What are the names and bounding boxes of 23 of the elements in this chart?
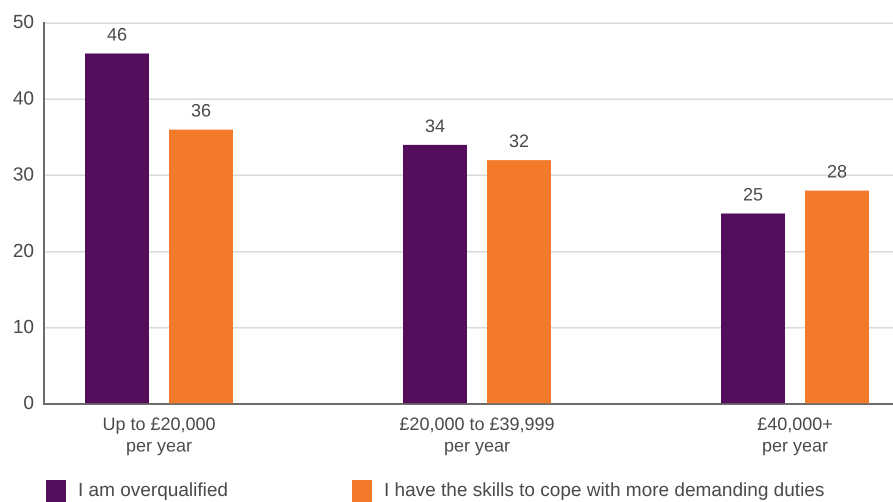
data-label: 32 (508, 131, 530, 152)
y-tick-label: 0 (23, 393, 34, 414)
y-tick-label: 50 (12, 12, 34, 34)
y-tick-label: 40 (12, 88, 34, 110)
x-tick-label: £20,000 to £39,999 per year (399, 414, 555, 456)
data-label: 25 (742, 184, 764, 204)
data-label: 28 (826, 162, 848, 182)
bar (721, 214, 785, 404)
y-tick-label: 10 (12, 317, 34, 338)
data-label: 34 (424, 116, 446, 136)
legend-label: I have the skills to cope with more demanding duties (384, 480, 824, 502)
bar (487, 160, 551, 404)
x-tick-label: £40,000+ per year (757, 414, 833, 456)
data-label: 36 (190, 100, 212, 121)
bar (85, 53, 149, 404)
legend-label: I am overqualified (78, 480, 228, 502)
data-label: 46 (106, 24, 128, 44)
x-tick-label: Up to £20,000 per year (102, 414, 216, 456)
bar (403, 144, 467, 404)
y-tick-label: 30 (12, 164, 34, 186)
bar (805, 190, 869, 404)
bar (169, 130, 233, 404)
y-tick-label: 20 (12, 240, 34, 262)
